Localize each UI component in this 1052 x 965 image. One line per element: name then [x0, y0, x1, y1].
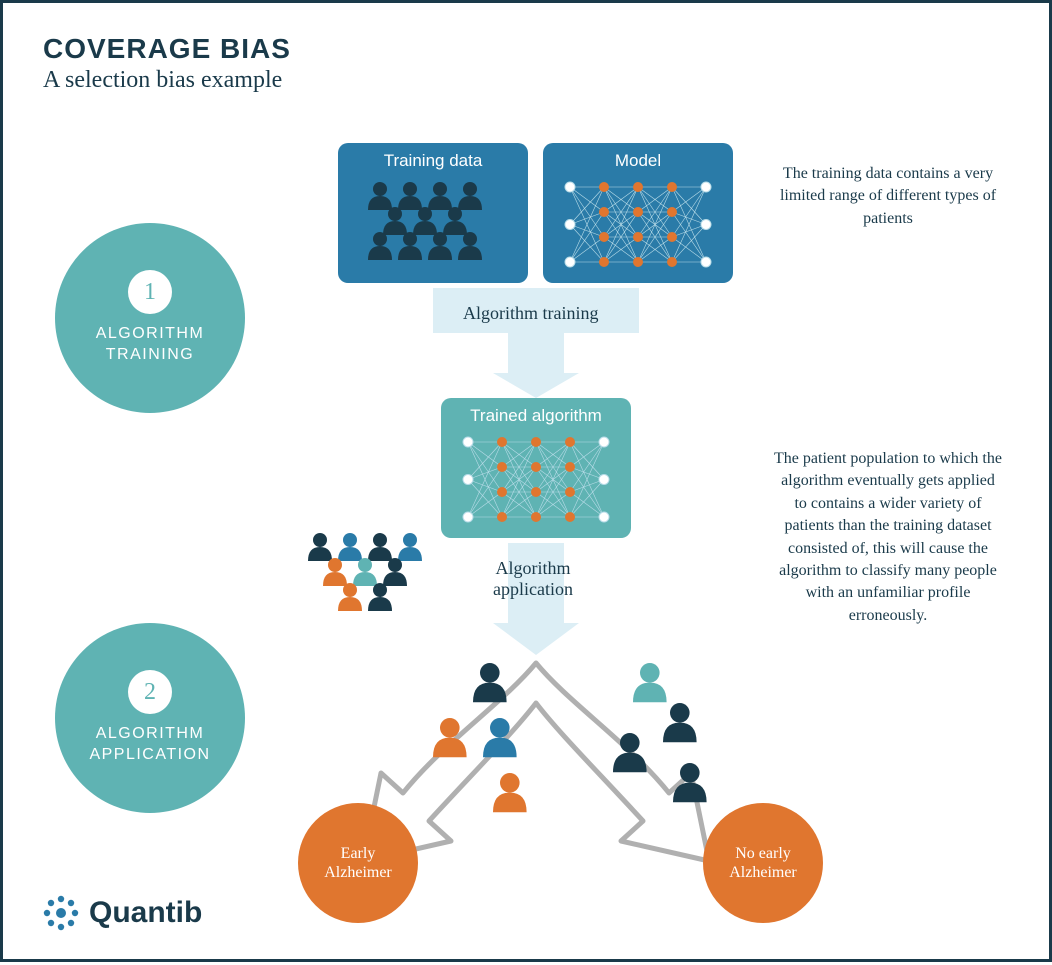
outcome-no-early-alzheimer: No earlyAlzheimer: [703, 803, 823, 923]
stage-circle-application: 2 ALGORITHMAPPLICATION: [55, 623, 245, 813]
flow-label-application: Algorithmapplication: [493, 558, 573, 600]
logo-icon: [43, 895, 79, 931]
box-title: Trained algorithm: [470, 406, 602, 426]
neural-network-icon: [456, 432, 616, 527]
logo-text: Quantib: [89, 896, 202, 930]
people-group-icon: [308, 533, 458, 628]
people-group-icon: [358, 177, 508, 272]
box-title: Training data: [384, 151, 483, 171]
box-training-data: Training data: [338, 143, 528, 283]
box-trained-algorithm: Trained algorithm: [441, 398, 631, 538]
box-title: Model: [615, 151, 661, 171]
stage-label: ALGORITHMAPPLICATION: [89, 724, 210, 766]
page-subtitle: A selection bias example: [43, 67, 1009, 94]
stage-number: 1: [128, 270, 172, 314]
caption-training: The training data contains a very limite…: [773, 163, 1003, 230]
flow-label-training: Algorithm training: [463, 303, 598, 324]
stage-number: 2: [128, 670, 172, 714]
neural-network-icon: [558, 177, 718, 272]
caption-application: The patient population to which the algo…: [773, 448, 1003, 627]
stage-label: ALGORITHMTRAINING: [96, 324, 205, 366]
outcome-early-alzheimer: EarlyAlzheimer: [298, 803, 418, 923]
box-model: Model: [543, 143, 733, 283]
quantib-logo: Quantib: [43, 895, 202, 931]
page-title: COVERAGE BIAS: [43, 33, 1009, 65]
stage-circle-training: 1 ALGORITHMTRAINING: [55, 223, 245, 413]
